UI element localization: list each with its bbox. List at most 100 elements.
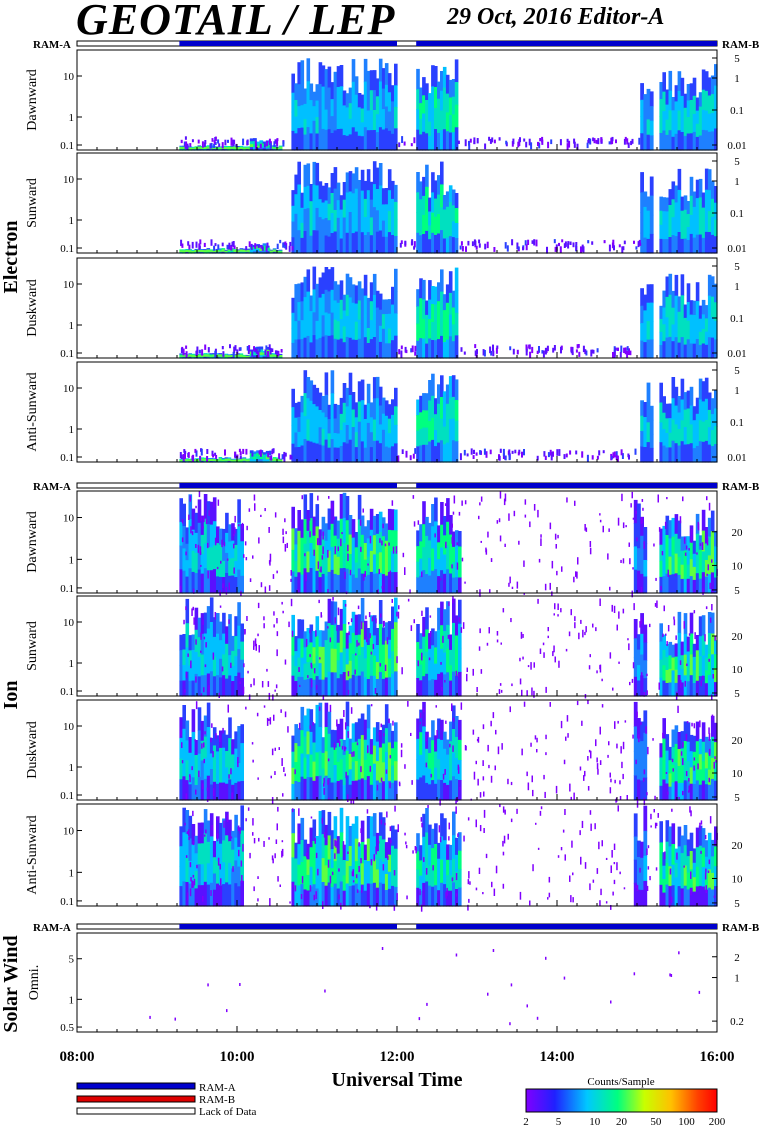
spectrogram-cell: [212, 250, 217, 252]
spectrogram-cell: [391, 765, 395, 784]
spectrogram-cell: [494, 765, 496, 771]
spectrogram-cell: [683, 845, 688, 867]
spectrogram-cell: [339, 881, 344, 907]
spectrogram-cell: [203, 833, 208, 859]
spectrogram-cell: [249, 250, 254, 254]
spectrogram-cell: [300, 817, 305, 841]
spectrogram-cell: [434, 679, 438, 697]
spectrogram-cell: [668, 773, 673, 788]
spectrogram-cell: [369, 320, 374, 340]
spectrogram-cell: [704, 576, 709, 594]
spectrogram-cell: [324, 289, 329, 314]
spectrogram-cell: [699, 720, 701, 728]
spectrogram-cell: [179, 354, 183, 357]
spectrogram-cell: [680, 274, 685, 296]
spectrogram-cell: [239, 451, 242, 456]
spectrogram-cell: [517, 451, 520, 456]
spectrogram-cell: [354, 861, 359, 885]
spectrogram-cell: [509, 576, 511, 584]
spectrogram-cell: [192, 810, 194, 817]
spectrogram-cell: [542, 642, 545, 646]
spectrogram-cell: [206, 863, 211, 886]
spectrogram-cell: [203, 742, 205, 748]
spectrogram-cell: [267, 681, 270, 687]
spectrogram-cell: [188, 680, 193, 697]
spectrogram-cell: [370, 651, 373, 655]
spectrogram-cell: [360, 756, 365, 779]
spectrogram-cell: [202, 526, 204, 529]
spectrogram-cell: [422, 77, 426, 96]
spectrogram-cell: [429, 631, 432, 637]
spectrogram-cell: [188, 353, 192, 355]
spectrogram-cell: [315, 656, 320, 677]
spectrogram-cell: [458, 623, 462, 649]
spectrogram-cell: [192, 454, 195, 462]
spectrogram-cell: [378, 443, 383, 463]
spectrogram-cell: [303, 715, 308, 738]
spectrogram-cell: [369, 765, 372, 772]
spectrogram-cell: [324, 575, 329, 594]
spectrogram-cell: [279, 239, 282, 244]
spectrogram-cell: [320, 612, 322, 618]
spectrogram-cell: [345, 726, 350, 752]
spectrogram-cell: [300, 556, 305, 576]
spectrogram-cell: [357, 843, 362, 860]
spectrogram-cell: [312, 289, 317, 313]
spectrogram-cell: [339, 759, 344, 781]
spectrogram-cell: [378, 552, 383, 574]
spectrogram-cell: [214, 350, 217, 358]
spectrogram-cell: [327, 858, 332, 883]
spectrogram-cell: [599, 664, 602, 673]
spectrogram-cell: [449, 875, 453, 892]
spectrogram-cell: [336, 87, 341, 109]
spectrogram-cell: [451, 324, 456, 342]
spectrogram-cell: [615, 455, 618, 460]
spectrogram-cell: [575, 245, 578, 251]
page-title: GEOTAIL / LEP: [76, 0, 396, 44]
spectrogram-cell: [445, 131, 450, 151]
spectrogram-cell: [240, 724, 244, 744]
spectrogram-cell: [294, 194, 298, 215]
spectrogram-cell: [643, 642, 648, 661]
spectrogram-cell: [366, 232, 371, 254]
spectrogram-cell: [443, 554, 447, 575]
spectrogram-cell: [641, 517, 643, 524]
right-tick-label: 5: [734, 365, 740, 377]
spectrogram-cell: [179, 758, 183, 780]
spectrogram-cell: [218, 248, 223, 251]
spectrogram-cell: [370, 704, 373, 707]
spectrogram-cell: [357, 234, 362, 254]
spectrogram-cell: [342, 568, 347, 594]
spectrogram-cell: [431, 373, 435, 397]
spectrogram-cell: [601, 704, 604, 708]
spectrogram-cell: [686, 100, 691, 118]
spectrogram-cell: [394, 128, 398, 151]
spectrogram-cell: [384, 523, 389, 542]
spectrogram-cell: [333, 319, 338, 340]
spectrogram-cell: [219, 734, 221, 742]
spectrogram-cell: [633, 619, 638, 639]
spectrogram-cell: [714, 654, 718, 669]
spectrogram-cell: [360, 305, 365, 324]
spectrogram-cell: [387, 130, 392, 151]
spectrogram-cell: [200, 573, 205, 594]
spectrogram-cell: [357, 494, 362, 520]
spectrogram-cell: [640, 760, 644, 781]
spectrogram-cell: [342, 492, 347, 519]
spectrogram-cell: [375, 662, 380, 680]
spectrogram-cell: [546, 345, 549, 352]
spectrogram-cell: [696, 552, 698, 555]
spectrogram-cell: [659, 884, 663, 907]
spectrogram-cell: [360, 647, 365, 673]
spectrogram-cell: [194, 673, 199, 697]
spectrogram-cell: [182, 249, 186, 251]
spectrogram-cell: [422, 113, 426, 133]
spectrogram-cell: [341, 532, 343, 535]
spectrogram-cell: [233, 458, 238, 461]
spectrogram-cell: [524, 514, 527, 518]
spectrogram-cell: [710, 430, 715, 447]
spectrogram-cell: [544, 347, 547, 355]
spectrogram-cell: [327, 529, 332, 552]
spectrogram-cell: [297, 230, 301, 254]
spectrogram-cell: [640, 323, 644, 342]
